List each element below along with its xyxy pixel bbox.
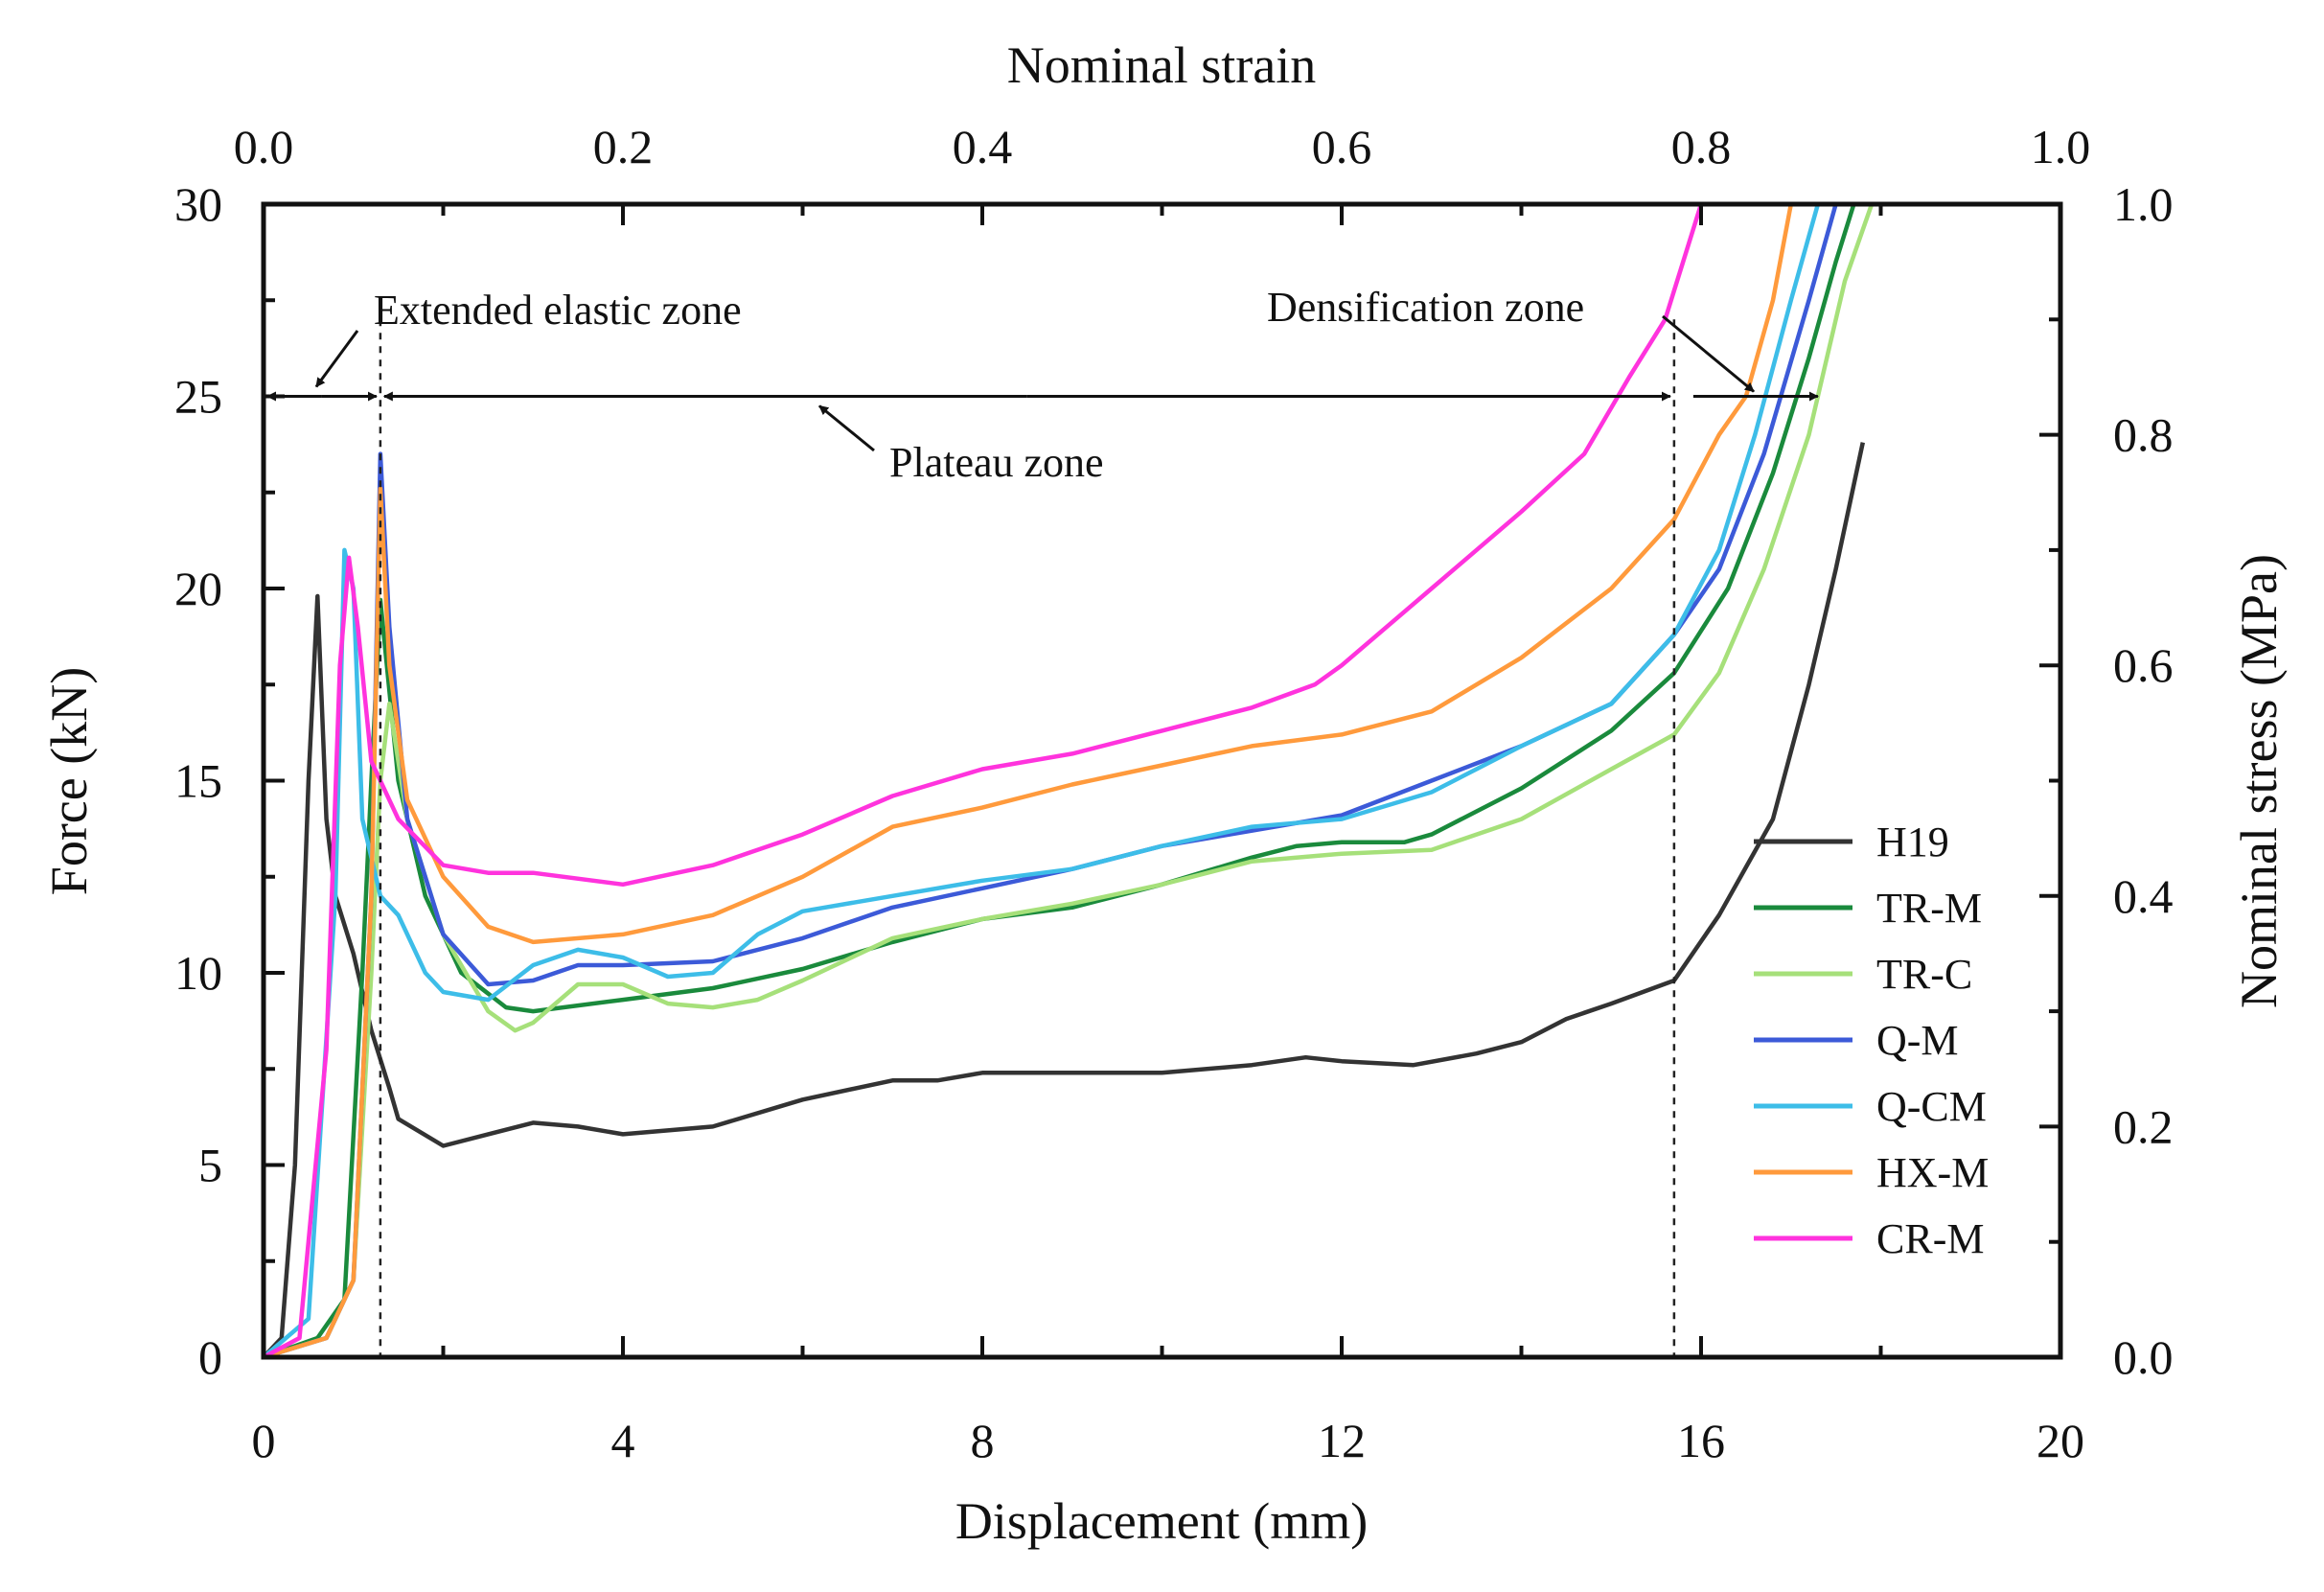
- annotation-plateau: Plateau zone: [889, 439, 1104, 486]
- y-tick-label: 0: [198, 1330, 222, 1384]
- y-tick-label: 5: [198, 1139, 222, 1192]
- legend-label-hx-m: HX-M: [1876, 1149, 1989, 1196]
- densification-pointer: [1662, 314, 1755, 393]
- y2-tick-label: 0.2: [2113, 1099, 2174, 1153]
- series-line-hx-m: [264, 204, 1794, 1357]
- y2-tick-label: 0.6: [2113, 638, 2174, 692]
- y-tick-label: 25: [174, 370, 222, 424]
- series-line-cr-m: [264, 204, 1704, 1357]
- plot-frame: [261, 201, 2063, 1360]
- legend-label-q-m: Q-M: [1876, 1017, 1959, 1064]
- legend-label-cr-m: CR-M: [1876, 1215, 1984, 1262]
- x2-tick-label: 0.6: [1312, 120, 1372, 173]
- y-tick-label: 20: [174, 562, 222, 615]
- x-tick-label: 20: [2036, 1414, 2084, 1467]
- x2-axis-title: Nominal strain: [1007, 36, 1316, 94]
- series-line-h19: [264, 442, 1866, 1357]
- x-axis-title: Displacement (mm): [955, 1492, 1368, 1550]
- y-axis-title: Force (kN): [40, 667, 98, 895]
- x-tick-label: 8: [971, 1414, 995, 1467]
- y2-axis-title: Nominal stress (MPa): [2230, 554, 2288, 1008]
- y2-tick-label: 0.4: [2113, 869, 2174, 923]
- annotation-layer: [266, 314, 1819, 1357]
- plateau-pointer: [818, 404, 875, 452]
- legend-label-q-cm: Q-CM: [1876, 1083, 1987, 1130]
- x2-tick-label: 0.4: [953, 120, 1013, 173]
- x-tick-label: 0: [252, 1414, 276, 1467]
- series-line-tr-c: [264, 204, 1875, 1357]
- tick-layer: 0 4 8 12 16 200.0 0.2 0.4 0.6 0.8 1.00510152025300…: [174, 120, 2174, 1467]
- annotation-densification: Densification zone: [1267, 284, 1584, 331]
- x2-tick-label: 1.0: [2031, 120, 2091, 173]
- legend-label-h19: H19: [1876, 819, 1949, 865]
- legend-label-tr-m: TR-M: [1876, 885, 1982, 932]
- annotation-elastic: Extended elastic zone: [374, 287, 742, 334]
- x-tick-label: 12: [1318, 1414, 1366, 1467]
- y2-tick-label: 0.0: [2113, 1330, 2174, 1384]
- y-tick-label: 30: [174, 177, 222, 231]
- legend-label-tr-c: TR-C: [1876, 951, 1972, 998]
- elastic-pointer: [314, 330, 359, 388]
- y-tick-label: 15: [174, 754, 222, 808]
- y2-tick-label: 0.8: [2113, 408, 2174, 462]
- legend: H19 TR-M TR-C Q-M Q-CM HX-M CR-M: [1754, 819, 1989, 1262]
- series-line-tr-m: [264, 204, 1856, 1357]
- x-tick-label: 4: [611, 1414, 635, 1467]
- x2-tick-label: 0.0: [234, 120, 294, 173]
- x2-tick-label: 0.2: [593, 120, 654, 173]
- series-layer: [264, 204, 1875, 1357]
- x-tick-label: 16: [1677, 1414, 1725, 1467]
- y2-tick-label: 1.0: [2113, 177, 2174, 231]
- series-line-q-cm: [264, 204, 1821, 1357]
- series-line-q-m: [264, 204, 1838, 1357]
- y-tick-label: 10: [174, 946, 222, 1000]
- x2-tick-label: 0.8: [1671, 120, 1732, 173]
